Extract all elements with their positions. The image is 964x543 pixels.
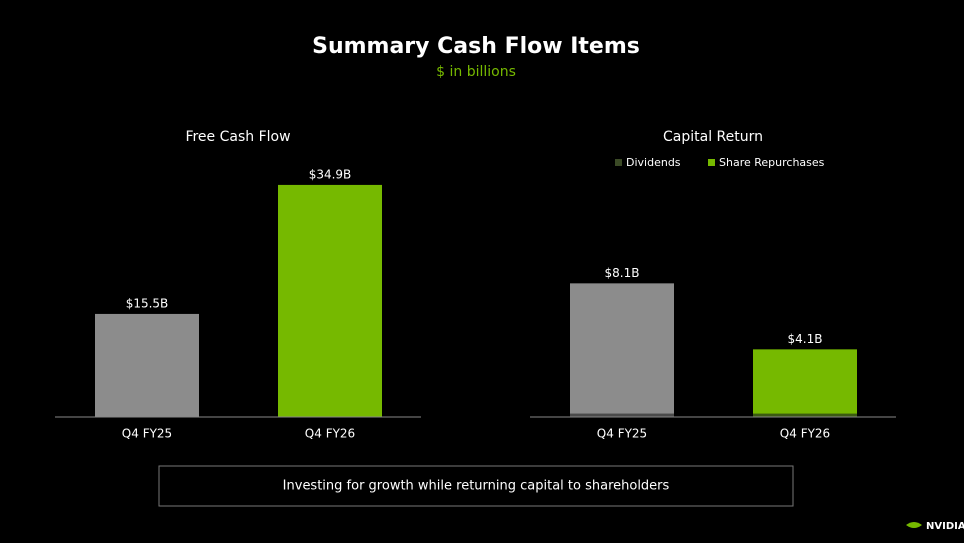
footer-box bbox=[158, 465, 794, 507]
legend-label: Share Repurchases bbox=[719, 156, 825, 169]
x-tick-label: Q4 FY26 bbox=[780, 427, 830, 441]
chart-title: Free Cash Flow bbox=[185, 129, 290, 145]
bar bbox=[278, 184, 382, 417]
logo-text: NVIDIA bbox=[926, 521, 964, 532]
x-tick-label: Q4 FY26 bbox=[305, 427, 355, 441]
x-tick-label: Q4 FY25 bbox=[122, 427, 172, 441]
bar-segment bbox=[570, 413, 674, 417]
data-label: $34.9B bbox=[309, 167, 352, 181]
logo-icon bbox=[906, 522, 922, 528]
bar-segment bbox=[570, 283, 674, 414]
total-label: $4.1B bbox=[788, 332, 823, 346]
bar bbox=[95, 313, 199, 417]
slide-title: Summary Cash Flow Items bbox=[312, 34, 640, 59]
bar-segment bbox=[753, 413, 857, 417]
slide-subtitle: $ in billions bbox=[436, 64, 516, 80]
total-label: $8.1B bbox=[605, 266, 640, 280]
chart-title: Capital Return bbox=[663, 129, 763, 145]
x-tick-label: Q4 FY25 bbox=[597, 427, 647, 441]
data-label: $15.5B bbox=[126, 296, 169, 310]
footer-text: Investing for growth while returning cap… bbox=[283, 479, 670, 494]
legend-label: Dividends bbox=[626, 156, 681, 169]
legend-swatch bbox=[615, 159, 622, 166]
legend-swatch bbox=[708, 159, 715, 166]
bar-segment bbox=[753, 349, 857, 414]
